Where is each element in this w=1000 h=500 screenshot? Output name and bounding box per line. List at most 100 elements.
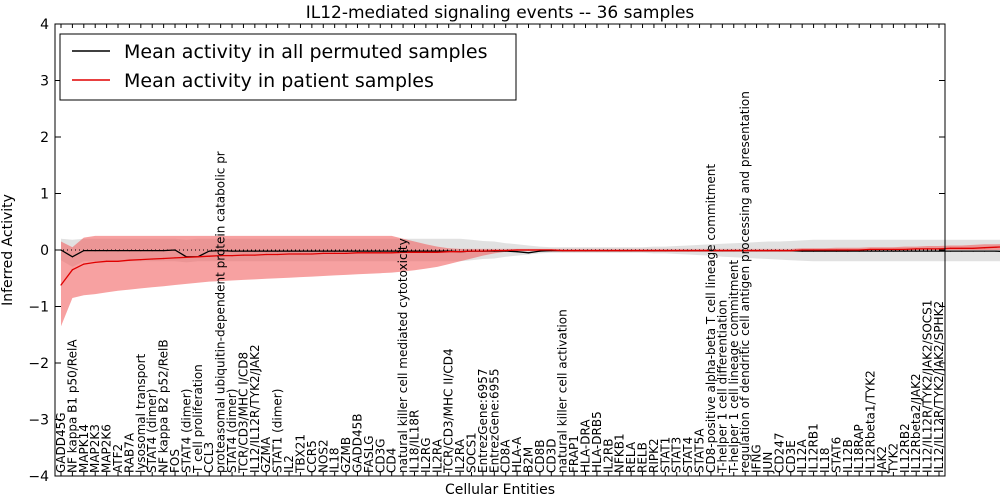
data-point-permuted: [299, 250, 302, 252]
x-category-label: RELA: [624, 441, 638, 473]
data-point-patient: [767, 249, 769, 252]
x-category-label: MAP2K6: [100, 424, 114, 473]
x-category-label: RAB7A: [122, 432, 136, 473]
data-point-patient: [812, 249, 815, 251]
data-point-permuted: [322, 250, 324, 252]
x-category-label: regulation of dendritic cell antigen pro…: [738, 91, 752, 473]
data-point-patient: [755, 249, 758, 252]
x-category-label: TYK2: [886, 443, 900, 474]
data-point-permuted: [391, 250, 393, 252]
data-point-patient: [949, 247, 952, 249]
data-point-permuted: [254, 250, 256, 252]
data-point-patient: [995, 246, 997, 248]
x-category-label: STAT3: [670, 437, 684, 473]
x-axis-ticks: [60, 24, 940, 476]
data-point-patient: [539, 249, 541, 251]
data-point-patient: [596, 249, 598, 252]
data-point-patient: [527, 249, 530, 251]
data-point-patient: [277, 253, 279, 256]
data-point-permuted: [812, 250, 815, 252]
x-category-label: MAP2K3: [88, 424, 102, 473]
data-point-patient: [71, 269, 74, 271]
data-point-patient: [938, 248, 940, 250]
x-category-label: IL18: [818, 448, 832, 474]
data-point-permuted: [106, 249, 108, 252]
data-point-patient: [904, 248, 906, 251]
x-category-label: CD247: [772, 432, 786, 473]
data-point-permuted: [527, 252, 530, 254]
x-category-label: CD4: [385, 448, 399, 473]
x-category-label: EntrezGene:6957: [476, 369, 490, 474]
data-point-permuted: [94, 249, 96, 252]
data-point-patient: [83, 263, 85, 265]
data-point-patient: [926, 248, 929, 250]
data-point-permuted: [961, 250, 963, 252]
data-point-patient: [356, 252, 359, 254]
x-category-label: GADD45G: [54, 412, 68, 473]
data-point-permuted: [516, 251, 518, 253]
data-point-permuted: [413, 250, 416, 252]
x-category-label: FASLG: [362, 435, 376, 473]
data-point-patient: [94, 261, 96, 264]
data-point-patient: [733, 249, 735, 252]
x-category-label: NF kappa B1 p50/RelA: [65, 339, 79, 473]
data-point-patient: [824, 249, 826, 251]
data-point-permuted: [208, 250, 210, 252]
data-point-patient: [311, 253, 313, 255]
data-point-patient: [254, 254, 256, 256]
x-category-label: natural killer cell mediated cytotoxicit…: [396, 238, 410, 473]
data-point-patient: [128, 259, 131, 261]
data-point-patient: [630, 249, 632, 252]
data-point-permuted: [368, 250, 370, 252]
x-category-label: RELB: [636, 442, 650, 473]
data-point-patient: [379, 252, 381, 254]
x-category-label: proteasomal ubiquitin-dependent protein …: [214, 151, 228, 473]
data-point-patient: [163, 257, 165, 260]
data-point-permuted: [436, 250, 438, 252]
data-point-patient: [550, 249, 552, 251]
x-category-label: IL12A: [795, 439, 809, 473]
x-category-label: FOS: [168, 449, 182, 473]
data-point-patient: [60, 284, 62, 286]
data-point-permuted: [288, 250, 290, 252]
x-category-label: IL2RA: [453, 438, 467, 473]
data-point-patient: [208, 255, 210, 257]
x-category-label: IL12RB1: [807, 423, 821, 473]
data-point-patient: [265, 253, 267, 256]
data-point-permuted: [71, 256, 74, 258]
series-line-permuted: [60, 249, 1000, 258]
x-category-label: NOS2: [316, 439, 330, 473]
data-point-patient: [892, 248, 894, 251]
chart-title: IL12-mediated signaling events -- 36 sam…: [306, 3, 695, 23]
x-category-label: T cell proliferation: [191, 364, 205, 474]
x-category-label: IL12RB2: [898, 423, 912, 473]
data-point-patient: [664, 249, 666, 252]
data-point-patient: [881, 248, 883, 251]
data-point-patient: [413, 251, 416, 253]
x-category-label: STAT4 (dimer): [225, 389, 239, 473]
x-category-label: STAT1: [658, 437, 672, 473]
x-category-label: T-helper 1 cell lineage commitment: [727, 260, 741, 474]
x-category-label: STAT5A: [693, 428, 707, 473]
y-tick-label: 0: [40, 243, 49, 259]
x-category-label: RIPK2: [647, 438, 661, 473]
y-tick-label: −2: [28, 356, 49, 372]
data-point-patient: [368, 252, 370, 254]
x-category-label: TBX21: [294, 434, 308, 474]
data-point-permuted: [824, 250, 826, 252]
data-point-patient: [915, 248, 917, 250]
data-point-patient: [710, 249, 712, 252]
data-point-patient: [961, 247, 963, 249]
data-point-permuted: [334, 250, 336, 252]
data-point-patient: [322, 252, 324, 254]
data-point-patient: [231, 255, 233, 257]
data-point-patient: [858, 249, 860, 251]
data-point-permuted: [345, 250, 347, 252]
data-point-patient: [562, 249, 564, 252]
x-category-label: GZMB: [339, 437, 353, 473]
data-point-patient: [288, 253, 290, 255]
data-point-patient: [607, 249, 609, 252]
x-category-label: STAT4 (dimer): [179, 389, 193, 473]
data-point-permuted: [949, 250, 952, 252]
data-point-permuted: [984, 250, 986, 252]
